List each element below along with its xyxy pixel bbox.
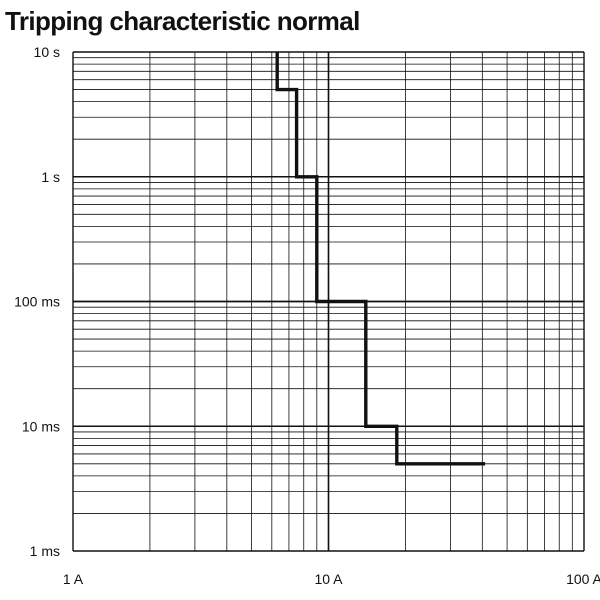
y-tick-label: 10 ms bbox=[22, 418, 60, 434]
chart-title: Tripping characteristic normal bbox=[5, 6, 360, 36]
y-tick-label: 10 s bbox=[34, 44, 60, 60]
x-tick-label: 10 A bbox=[314, 571, 343, 587]
x-tick-label: 100 A bbox=[566, 571, 600, 587]
y-tick-label: 100 ms bbox=[14, 294, 60, 310]
tick-labels: 10 s 1 s 100 ms 10 ms 1 ms1 A 10 A 100 A bbox=[14, 44, 600, 587]
tripping-curve-line bbox=[275, 52, 486, 466]
series-layer bbox=[275, 52, 486, 466]
y-tick-label: 1 s bbox=[41, 169, 60, 185]
y-tick-label: 1 ms bbox=[30, 543, 60, 559]
x-tick-label: 1 A bbox=[63, 571, 84, 587]
